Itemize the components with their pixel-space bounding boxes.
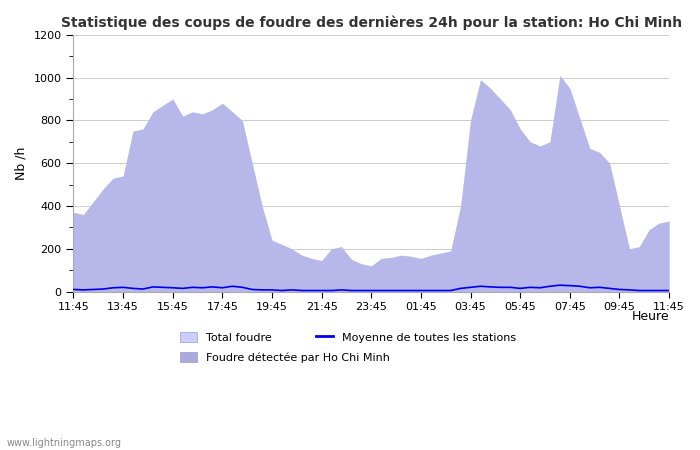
Y-axis label: Nb /h: Nb /h: [15, 147, 28, 180]
Title: Statistique des coups de foudre des dernières 24h pour la station: Ho Chi Minh: Statistique des coups de foudre des dern…: [61, 15, 682, 30]
Text: www.lightningmaps.org: www.lightningmaps.org: [7, 438, 122, 448]
Text: Heure: Heure: [631, 310, 669, 323]
Legend: Foudre détectée par Ho Chi Minh: Foudre détectée par Ho Chi Minh: [181, 352, 390, 363]
